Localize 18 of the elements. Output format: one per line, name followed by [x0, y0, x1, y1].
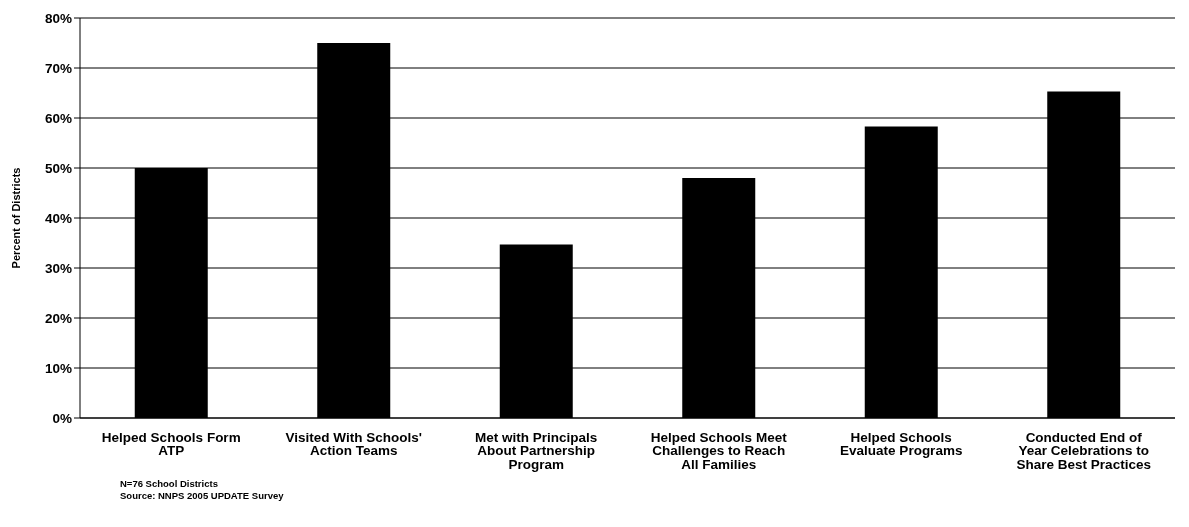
x-tick-label: Helped Schools Meet Challenges to Reach All Families [650, 429, 788, 472]
y-tick-label: 10% [44, 360, 72, 376]
source-note: Source: NNPS 2005 UPDATE Survey [120, 490, 284, 502]
x-tick-label: Helped Schools Evaluate Programs [840, 429, 963, 459]
y-tick-label: 80% [44, 10, 72, 26]
x-tick-label: Conducted End of Year Celebrations to Share Best Practices [1016, 429, 1151, 472]
text: N=76 School Districts [120, 478, 219, 490]
x-tick-label: Helped Schools Form ATP [101, 429, 241, 459]
y-tick-label: 20% [44, 310, 72, 326]
x-tick-label: Visited With Schools' Action Teams [285, 429, 422, 459]
y-tick-label: 50% [44, 160, 72, 176]
y-axis-title: Percent of Districts [9, 167, 22, 269]
y-tick-label: 30% [44, 260, 72, 276]
x-tick-label: Met with Principals About Partnership Program [475, 429, 598, 472]
y-tick-label: 60% [44, 110, 72, 126]
y-tick-label: 0% [52, 410, 72, 426]
y-tick-label: 40% [44, 210, 72, 226]
y-tick-label: 70% [44, 60, 72, 76]
